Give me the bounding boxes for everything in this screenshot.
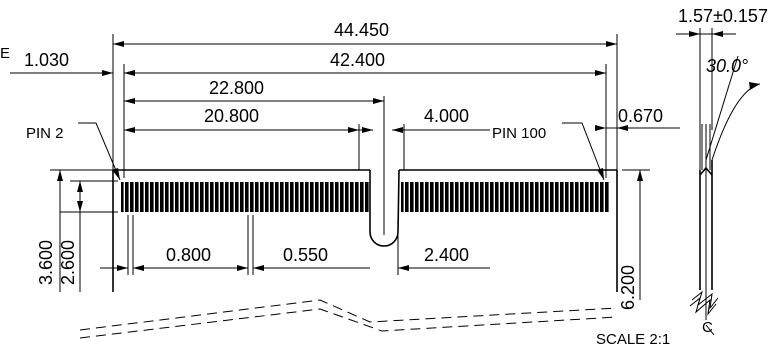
dim-heights-left: 3.600 2.600 <box>36 169 118 292</box>
dim-bottom: 0.800 0.550 2.400 <box>100 215 490 275</box>
pin-100-callout: PIN 100 <box>492 122 605 181</box>
dim-text-thickness: 1.57±0.157 <box>678 6 768 26</box>
contact-row-left <box>121 182 369 212</box>
pin-2-label: PIN 2 <box>26 125 64 142</box>
break-lines <box>79 299 618 339</box>
dim-text-pad-width: 0.550 <box>283 245 328 265</box>
dim-text-pitch: 0.800 <box>166 245 211 265</box>
board-outline <box>112 169 618 292</box>
dim-text-left-contact-span: 20.800 <box>204 106 259 126</box>
pin-2-callout: PIN 2 <box>26 122 121 181</box>
dim-text-contact-span: 42.400 <box>330 50 385 70</box>
scale-label: SCALE 2:1 <box>596 331 670 348</box>
dim-text-chamfer-angle: 30.0° <box>706 56 748 76</box>
dim-text-contact-height: 2.600 <box>58 240 78 285</box>
dim-text-key-depth: 2.400 <box>424 245 469 265</box>
dim-text-pin-to-key: 22.800 <box>209 78 264 98</box>
dim-text-board-height: 6.200 <box>618 265 638 310</box>
side-view: 1.57±0.157 30.0° C <box>676 6 768 336</box>
pin-100-label: PIN 100 <box>492 125 546 142</box>
cut-letter: E <box>0 45 10 62</box>
dim-text-partial-left: 1.030 <box>24 50 69 70</box>
dim-text-right-margin: 0.670 <box>618 106 663 126</box>
dim-text-overall-length: 44.450 <box>334 20 389 40</box>
dim-board-height: 6.200 <box>618 169 650 310</box>
dim-left-contact-span: 20.800 <box>124 106 360 170</box>
dim-contact-span: 42.400 1.030 E <box>0 45 607 178</box>
dim-right-margin: 0.670 <box>595 106 680 131</box>
contact-row-right <box>401 182 609 212</box>
dim-text-key-width: 4.000 <box>424 106 469 126</box>
dim-pin-to-key: 22.800 <box>124 78 385 235</box>
dim-key-width: 4.000 <box>359 106 490 170</box>
dim-text-total-height: 3.600 <box>36 240 56 285</box>
